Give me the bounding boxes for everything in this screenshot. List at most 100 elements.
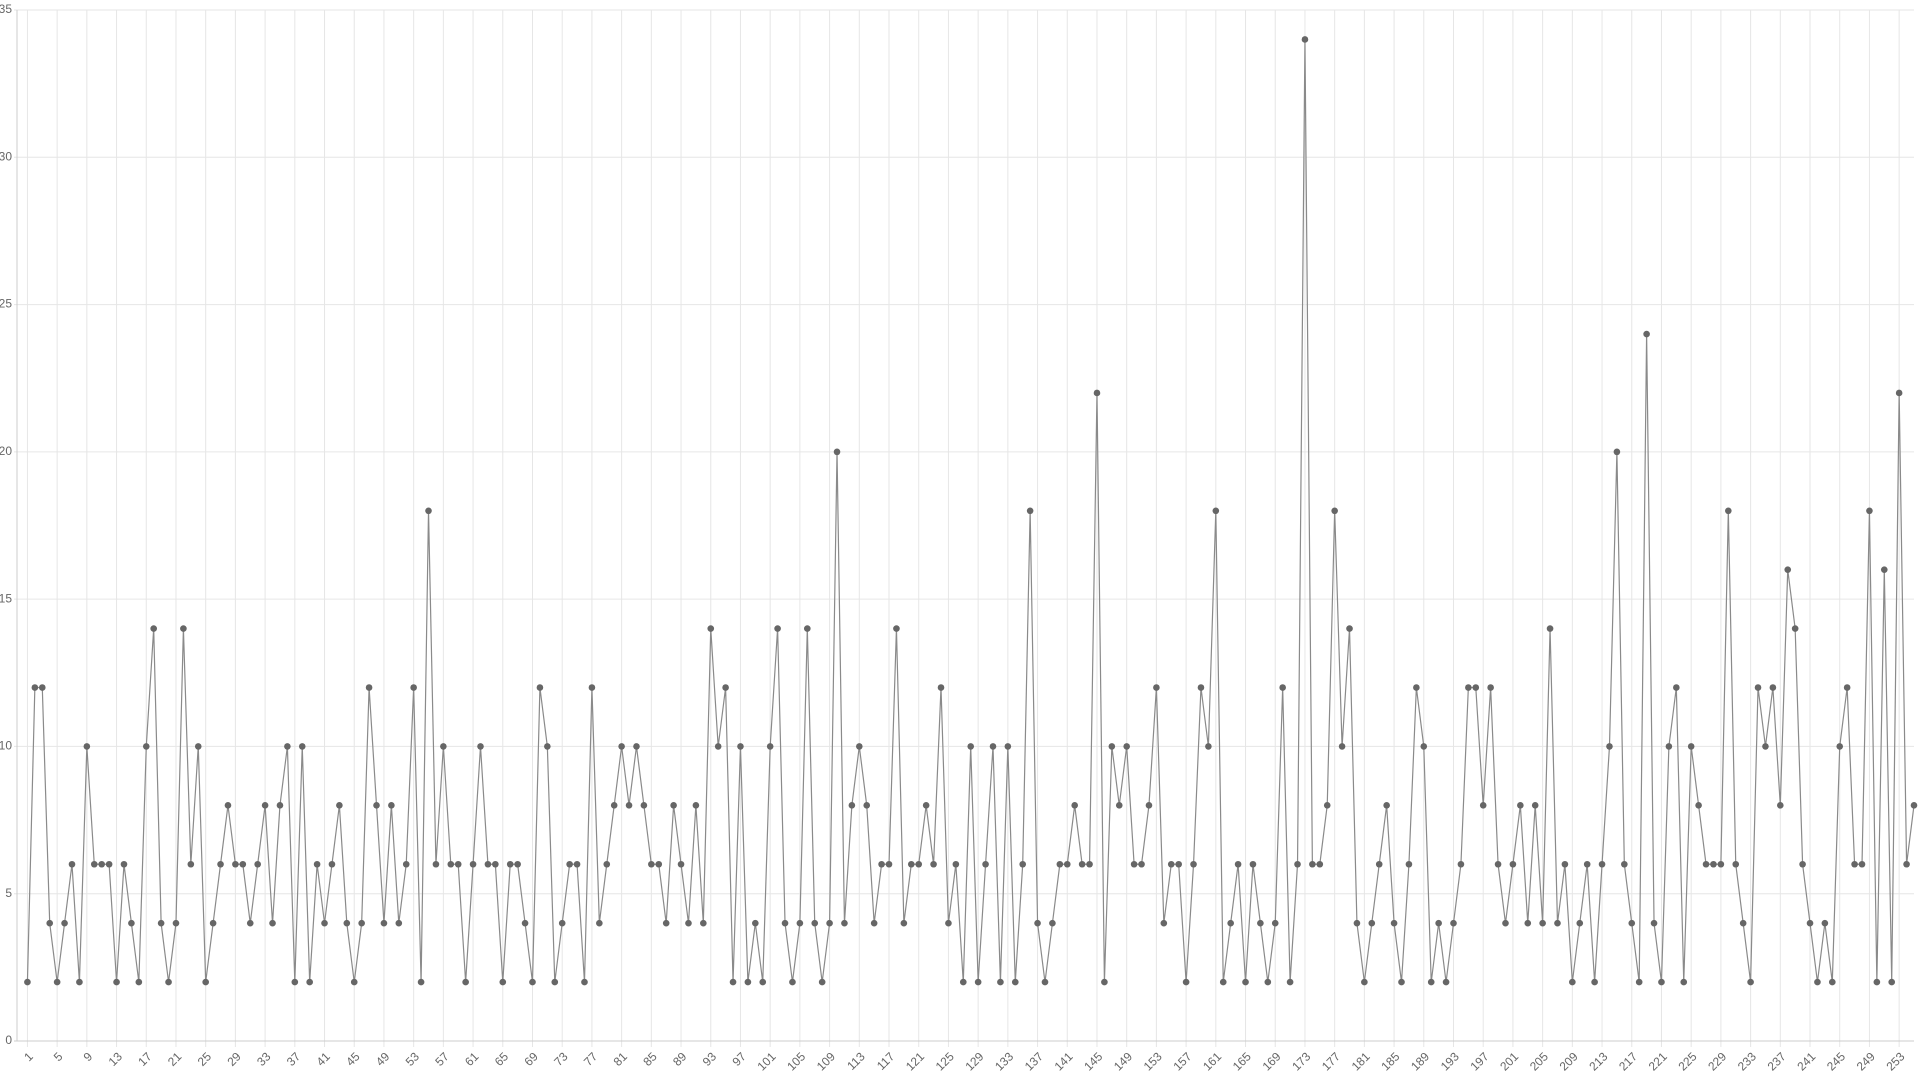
point xyxy=(31,684,39,691)
x-tick-label: 193 xyxy=(1438,1049,1462,1073)
point xyxy=(1271,919,1279,927)
point xyxy=(46,919,54,927)
point xyxy=(1717,860,1725,868)
point xyxy=(157,919,165,927)
point xyxy=(1546,625,1554,632)
point xyxy=(462,978,469,986)
x-tick-label: 33 xyxy=(254,1049,274,1069)
point xyxy=(1754,684,1762,691)
x-tick-label: 141 xyxy=(1052,1049,1076,1073)
x-tick-label: 253 xyxy=(1883,1049,1907,1073)
point xyxy=(1212,507,1220,515)
x-tick-label: 21 xyxy=(165,1049,185,1069)
point xyxy=(172,919,180,927)
x-tick-label: 209 xyxy=(1557,1049,1581,1073)
point xyxy=(1502,919,1509,927)
point xyxy=(1784,566,1792,573)
x-tick-label: 45 xyxy=(343,1049,363,1069)
point xyxy=(1880,566,1888,573)
point xyxy=(558,919,566,927)
point xyxy=(98,860,106,868)
x-tick-label: 69 xyxy=(522,1049,542,1069)
point xyxy=(1101,978,1108,986)
point xyxy=(202,978,209,986)
point xyxy=(811,919,819,927)
point xyxy=(1286,978,1294,986)
x-tick-label: 49 xyxy=(373,1049,393,1069)
x-tick-label: 221 xyxy=(1646,1049,1670,1073)
point xyxy=(120,860,128,868)
point xyxy=(1153,684,1160,691)
x-tick-label: 165 xyxy=(1230,1049,1254,1073)
point xyxy=(1004,743,1012,750)
point xyxy=(1086,860,1093,868)
point xyxy=(922,802,930,809)
point xyxy=(818,978,826,986)
x-tick-label: 5 xyxy=(51,1049,66,1064)
x-tick-label: 13 xyxy=(106,1049,126,1069)
point xyxy=(1710,860,1717,868)
y-tick-label: 0 xyxy=(5,1033,12,1047)
x-tick-label: 185 xyxy=(1378,1049,1402,1073)
x-tick-label: 181 xyxy=(1349,1049,1373,1073)
point xyxy=(1316,860,1324,868)
point xyxy=(365,684,373,691)
point xyxy=(677,860,685,868)
point xyxy=(1554,919,1561,927)
point xyxy=(1695,802,1702,809)
point xyxy=(1487,684,1494,691)
point xyxy=(1011,978,1019,986)
x-tick-label: 89 xyxy=(670,1049,690,1069)
point xyxy=(1383,802,1390,809)
x-tick-label: 241 xyxy=(1794,1049,1818,1073)
point xyxy=(1331,507,1338,515)
point xyxy=(848,802,856,809)
point xyxy=(298,743,306,750)
point xyxy=(1056,860,1064,868)
point xyxy=(610,802,618,809)
point xyxy=(625,802,633,809)
point xyxy=(150,625,157,632)
point xyxy=(1041,978,1049,986)
point xyxy=(358,919,365,927)
point xyxy=(581,978,588,986)
point xyxy=(373,802,380,809)
x-tick-label: 73 xyxy=(551,1049,571,1069)
point xyxy=(603,860,611,868)
point xyxy=(959,978,967,986)
x-tick-label: 173 xyxy=(1289,1049,1313,1073)
point xyxy=(907,860,915,868)
y-tick-label: 25 xyxy=(0,297,12,311)
point xyxy=(113,978,120,986)
point xyxy=(1650,919,1658,927)
x-tick-label: 189 xyxy=(1408,1049,1432,1073)
point xyxy=(1249,860,1257,868)
point xyxy=(135,978,143,986)
point xyxy=(1762,743,1769,750)
point xyxy=(105,860,113,868)
point xyxy=(1621,860,1628,868)
point xyxy=(1338,743,1346,750)
point xyxy=(1472,684,1480,691)
point xyxy=(566,860,573,868)
point xyxy=(1145,802,1153,809)
point xyxy=(284,743,291,750)
x-tick-label: 93 xyxy=(700,1049,720,1069)
point xyxy=(937,684,945,691)
point xyxy=(1353,919,1361,927)
point xyxy=(1294,860,1301,868)
point xyxy=(893,625,900,632)
point xyxy=(306,978,313,986)
point xyxy=(1063,860,1071,868)
point xyxy=(670,802,677,809)
point xyxy=(1026,507,1034,515)
x-tick-label: 41 xyxy=(314,1049,334,1069)
x-tick-label: 145 xyxy=(1081,1049,1105,1073)
point xyxy=(1814,978,1821,986)
x-tick-label: 161 xyxy=(1200,1049,1224,1073)
point xyxy=(1138,860,1145,868)
point xyxy=(952,860,960,868)
point xyxy=(1405,860,1413,868)
point xyxy=(187,860,195,868)
point xyxy=(1517,802,1524,809)
